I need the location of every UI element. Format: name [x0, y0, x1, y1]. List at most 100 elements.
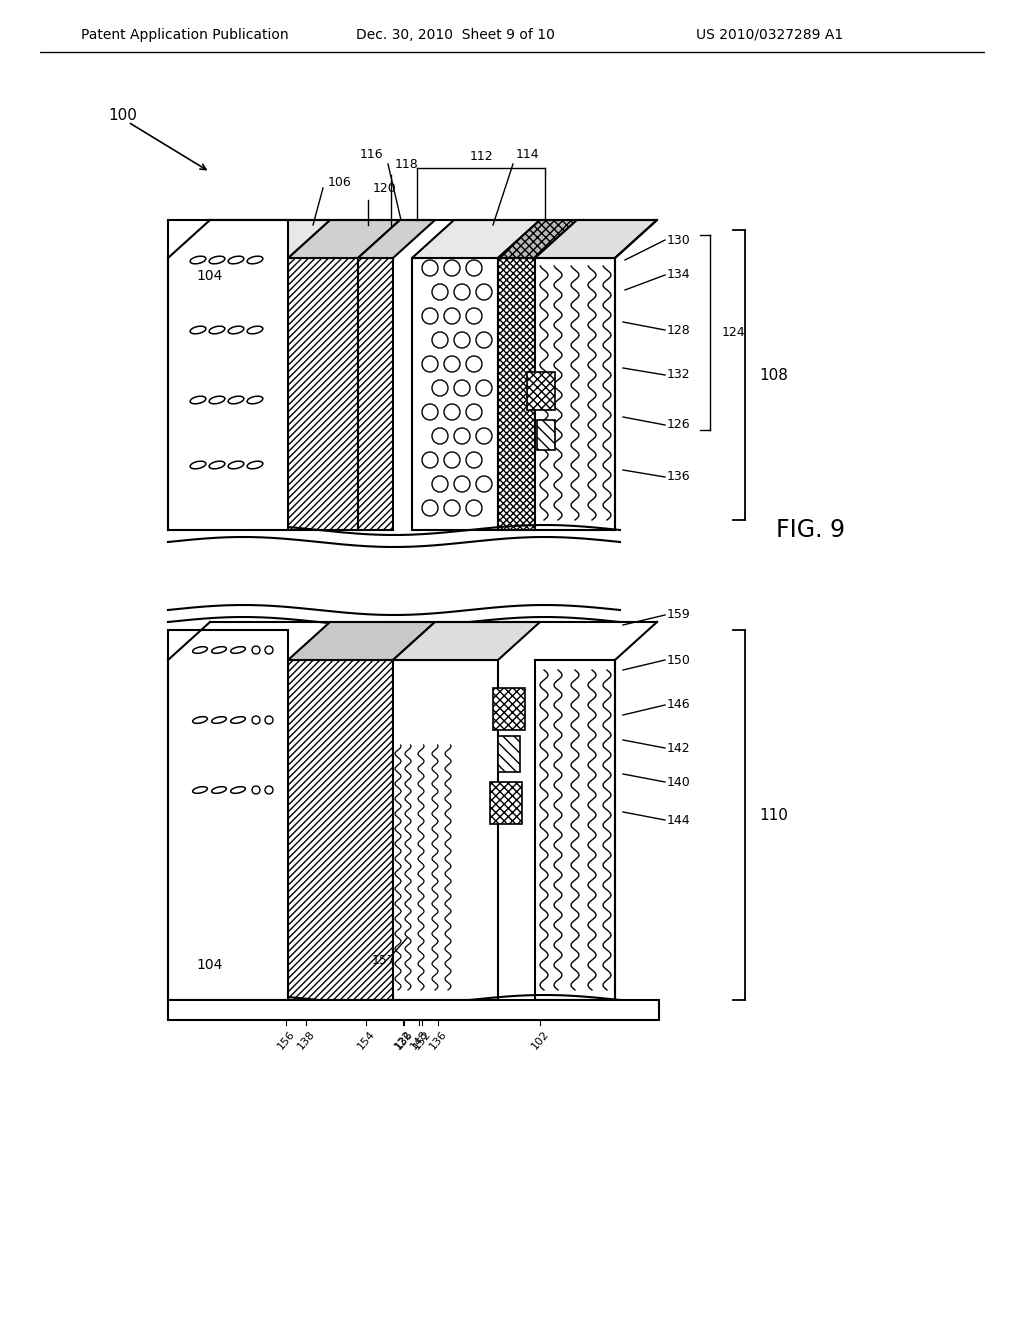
Text: FIG. 9: FIG. 9 — [775, 517, 845, 543]
Polygon shape — [490, 781, 522, 824]
Ellipse shape — [212, 717, 226, 723]
Text: 156: 156 — [275, 1028, 297, 1051]
Circle shape — [432, 284, 449, 300]
Circle shape — [422, 356, 438, 372]
Polygon shape — [412, 257, 498, 531]
Circle shape — [476, 428, 492, 444]
Text: Dec. 30, 2010  Sheet 9 of 10: Dec. 30, 2010 Sheet 9 of 10 — [355, 28, 554, 42]
Circle shape — [265, 645, 273, 653]
Ellipse shape — [190, 396, 206, 404]
Circle shape — [466, 500, 482, 516]
Polygon shape — [537, 420, 555, 450]
Text: 138: 138 — [295, 1028, 316, 1051]
Ellipse shape — [230, 647, 246, 653]
Circle shape — [252, 715, 260, 723]
Circle shape — [422, 451, 438, 469]
Polygon shape — [535, 257, 615, 531]
Text: 126: 126 — [667, 418, 690, 432]
Polygon shape — [288, 622, 435, 660]
Ellipse shape — [230, 787, 246, 793]
Ellipse shape — [247, 461, 263, 469]
Ellipse shape — [209, 256, 225, 264]
Polygon shape — [535, 660, 615, 1001]
Circle shape — [466, 356, 482, 372]
Ellipse shape — [247, 326, 263, 334]
Circle shape — [454, 284, 470, 300]
Circle shape — [476, 380, 492, 396]
Ellipse shape — [190, 461, 206, 469]
Circle shape — [476, 284, 492, 300]
Text: 104: 104 — [196, 958, 222, 972]
Ellipse shape — [247, 256, 263, 264]
Circle shape — [466, 308, 482, 323]
Circle shape — [265, 715, 273, 723]
Polygon shape — [358, 257, 393, 531]
Ellipse shape — [209, 396, 225, 404]
Text: 132: 132 — [667, 368, 690, 381]
Text: 110: 110 — [759, 808, 787, 822]
Ellipse shape — [193, 787, 208, 793]
Ellipse shape — [193, 647, 208, 653]
Polygon shape — [288, 257, 358, 531]
Text: 159: 159 — [667, 609, 691, 622]
Text: 154: 154 — [355, 1028, 377, 1051]
Circle shape — [422, 404, 438, 420]
Polygon shape — [498, 220, 577, 257]
Text: 146: 146 — [667, 698, 690, 711]
Text: 136: 136 — [427, 1028, 449, 1051]
Polygon shape — [535, 220, 657, 257]
Bar — [168, 220, 288, 531]
Circle shape — [265, 785, 273, 795]
Text: 104: 104 — [196, 269, 222, 282]
Text: 140: 140 — [667, 776, 691, 788]
Circle shape — [476, 333, 492, 348]
Text: 120: 120 — [373, 181, 396, 194]
Polygon shape — [527, 372, 555, 411]
Circle shape — [422, 500, 438, 516]
Text: 116: 116 — [359, 148, 383, 161]
Circle shape — [454, 477, 470, 492]
Circle shape — [444, 308, 460, 323]
Polygon shape — [393, 660, 498, 1001]
Text: 150: 150 — [667, 653, 691, 667]
Text: 108: 108 — [759, 367, 787, 383]
Polygon shape — [412, 220, 540, 257]
Circle shape — [422, 308, 438, 323]
Text: 157: 157 — [372, 953, 396, 966]
Polygon shape — [358, 220, 435, 257]
Text: 114: 114 — [516, 148, 540, 161]
Ellipse shape — [209, 326, 225, 334]
Circle shape — [454, 380, 470, 396]
Ellipse shape — [190, 256, 206, 264]
Polygon shape — [288, 660, 393, 1001]
Circle shape — [466, 451, 482, 469]
Ellipse shape — [212, 647, 226, 653]
Text: 102: 102 — [529, 1028, 551, 1051]
Text: 144: 144 — [667, 813, 690, 826]
Circle shape — [476, 477, 492, 492]
Ellipse shape — [230, 717, 246, 723]
Polygon shape — [498, 257, 535, 531]
Ellipse shape — [212, 787, 226, 793]
Text: 124: 124 — [722, 326, 745, 339]
Ellipse shape — [228, 326, 244, 334]
Circle shape — [432, 333, 449, 348]
Text: 128: 128 — [667, 323, 691, 337]
Polygon shape — [288, 220, 400, 257]
Text: 100: 100 — [108, 107, 137, 123]
Circle shape — [444, 500, 460, 516]
Polygon shape — [493, 688, 525, 730]
Circle shape — [444, 404, 460, 420]
Circle shape — [252, 785, 260, 795]
Text: 134: 134 — [667, 268, 690, 281]
Text: 148: 148 — [409, 1028, 430, 1051]
Polygon shape — [393, 622, 540, 660]
Circle shape — [466, 260, 482, 276]
Ellipse shape — [228, 461, 244, 469]
Text: 112: 112 — [469, 149, 493, 162]
Text: 152: 152 — [412, 1028, 432, 1051]
Text: Patent Application Publication: Patent Application Publication — [81, 28, 289, 42]
Ellipse shape — [228, 256, 244, 264]
Ellipse shape — [190, 326, 206, 334]
Text: 118: 118 — [395, 157, 419, 170]
